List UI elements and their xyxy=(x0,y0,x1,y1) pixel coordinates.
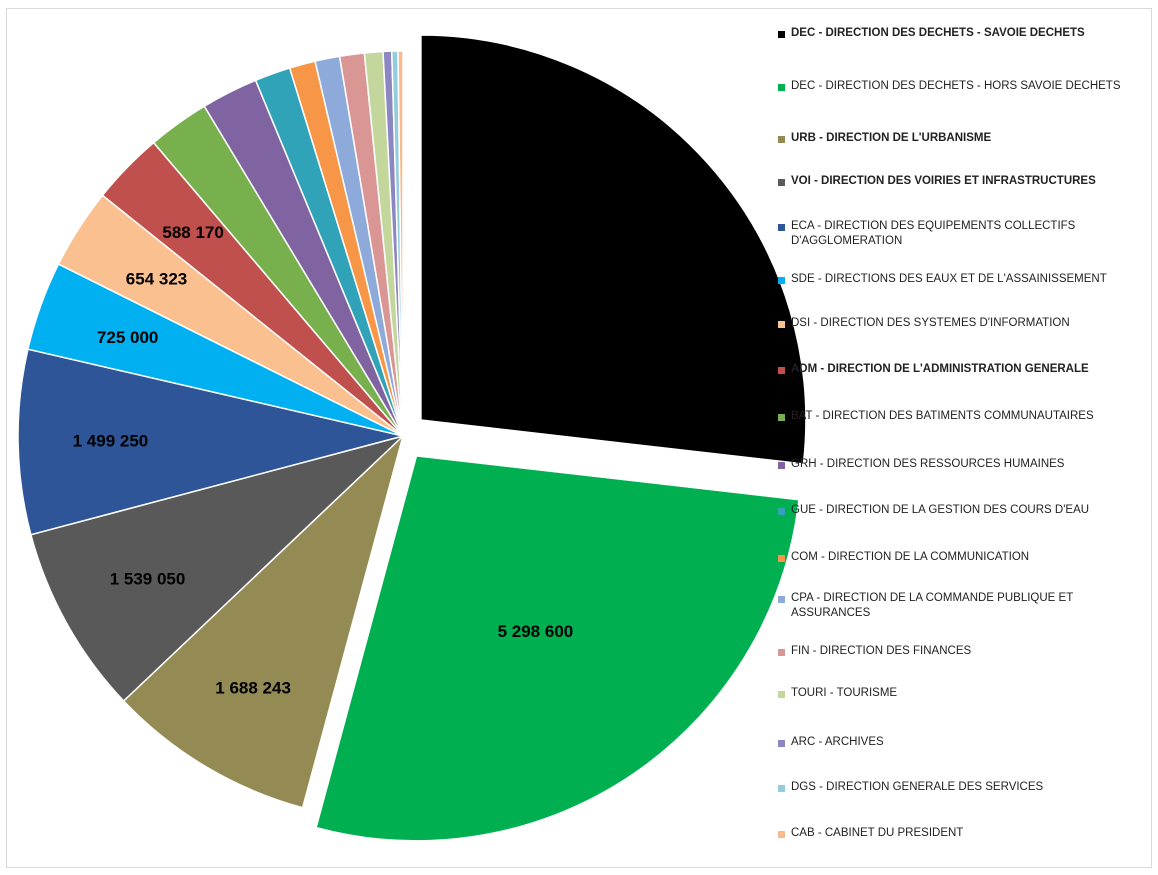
slice-value-label: 654 323 xyxy=(126,269,187,288)
legend-swatch xyxy=(778,136,785,143)
legend-item: GUE - DIRECTION DE LA GESTION DES COURS … xyxy=(778,503,1150,518)
legend-swatch xyxy=(778,179,785,186)
legend-item: SDE - DIRECTIONS DES EAUX ET DE L'ASSAIN… xyxy=(778,272,1150,287)
legend-label: BAT - DIRECTION DES BATIMENTS COMMUNAUTA… xyxy=(791,410,1094,422)
legend-label: DGS - DIRECTION GENERALE DES SERVICES xyxy=(791,781,1044,793)
pie-slice xyxy=(420,34,807,465)
slice-value-label: 725 000 xyxy=(97,328,158,347)
legend-swatch xyxy=(778,84,785,91)
legend-label: VOI - DIRECTION DES VOIRIES ET INFRASTRU… xyxy=(791,175,1096,187)
legend-swatch xyxy=(778,321,785,328)
legend-label: SDE - DIRECTIONS DES EAUX ET DE L'ASSAIN… xyxy=(791,273,1107,285)
legend-label: TOURI - TOURISME xyxy=(791,687,898,699)
legend-item: VOI - DIRECTION DES VOIRIES ET INFRASTRU… xyxy=(778,174,1150,189)
legend-swatch xyxy=(778,596,785,603)
legend-item: DSI - DIRECTION DES SYSTEMES D'INFORMATI… xyxy=(778,316,1150,331)
chart-frame xyxy=(6,8,1152,868)
legend-item: GRH - DIRECTION DES RESSOURCES HUMAINES xyxy=(778,457,1150,472)
legend-label: CAB - CABINET DU PRESIDENT xyxy=(791,827,964,839)
legend-label: COM - DIRECTION DE LA COMMUNICATION xyxy=(791,551,1030,563)
legend-item: URB - DIRECTION DE L'URBANISME xyxy=(778,131,1150,146)
legend-swatch xyxy=(778,691,785,698)
legend-swatch xyxy=(778,414,785,421)
legend-label: CPA - DIRECTION DE LA COMMANDE PUBLIQUE … xyxy=(791,592,1074,619)
legend-swatch xyxy=(778,462,785,469)
slice-value-label: 5 190 000 xyxy=(541,270,617,289)
legend-label: DSI - DIRECTION DES SYSTEMES D'INFORMATI… xyxy=(791,317,1070,329)
pie-slice xyxy=(29,435,404,703)
legend-label: ECA - DIRECTION DES EQUIPEMENTS COLLECTI… xyxy=(791,220,1076,247)
legend-item: COM - DIRECTION DE LA COMMUNICATION xyxy=(778,550,1150,565)
legend-label: ADM - DIRECTION DE L'ADMINISTRATION GENE… xyxy=(791,363,1089,375)
legend-item: ARC - ARCHIVES xyxy=(778,735,1150,750)
legend-swatch xyxy=(778,740,785,747)
legend-swatch xyxy=(778,367,785,374)
slice-value-label: 5 298 600 xyxy=(498,622,574,641)
pie-slice xyxy=(397,50,404,437)
pie-slice xyxy=(17,348,404,536)
legend-label: GRH - DIRECTION DES RESSOURCES HUMAINES xyxy=(791,458,1065,470)
legend-label: URB - DIRECTION DE L'URBANISME xyxy=(791,132,992,144)
legend-label: GUE - DIRECTION DE LA GESTION DES COURS … xyxy=(791,504,1090,516)
legend-swatch xyxy=(778,785,785,792)
legend-item: ADM - DIRECTION DE L'ADMINISTRATION GENE… xyxy=(778,362,1150,377)
legend-label: ARC - ARCHIVES xyxy=(791,736,884,748)
legend-item: DGS - DIRECTION GENERALE DES SERVICES xyxy=(778,780,1150,795)
legend-label: DEC - DIRECTION DES DECHETS - HORS SAVOI… xyxy=(791,80,1121,92)
pie-slice xyxy=(122,433,405,809)
legend-item: DEC - DIRECTION DES DECHETS - HORS SAVOI… xyxy=(778,79,1150,94)
legend-item: DEC - DIRECTION DES DECHETS - SAVOIE DEC… xyxy=(778,26,1150,41)
legend-item: BAT - DIRECTION DES BATIMENTS COMMUNAUTA… xyxy=(778,409,1150,424)
legend-swatch xyxy=(778,277,785,284)
slice-value-label: 588 170 xyxy=(162,223,223,242)
pie-slice xyxy=(315,455,800,842)
legend-item: TOURI - TOURISME xyxy=(778,686,1150,701)
slice-value-label: 1 539 050 xyxy=(110,570,186,589)
legend-item: CAB - CABINET DU PRESIDENT xyxy=(778,826,1150,841)
legend-item: CPA - DIRECTION DE LA COMMANDE PUBLIQUE … xyxy=(778,591,1150,621)
slice-value-label: 1 499 250 xyxy=(73,432,149,451)
legend-swatch xyxy=(778,831,785,838)
legend-item: ECA - DIRECTION DES EQUIPEMENTS COLLECTI… xyxy=(778,219,1150,249)
legend-swatch xyxy=(778,31,785,38)
legend-swatch xyxy=(778,649,785,656)
legend-item: FIN - DIRECTION DES FINANCES xyxy=(778,644,1150,659)
slice-value-label: 1 688 243 xyxy=(215,678,291,697)
legend-label: FIN - DIRECTION DES FINANCES xyxy=(791,645,972,657)
legend-swatch xyxy=(778,224,785,231)
legend-label: DEC - DIRECTION DES DECHETS - SAVOIE DEC… xyxy=(791,27,1085,39)
legend-swatch xyxy=(778,508,785,515)
legend-swatch xyxy=(778,555,785,562)
